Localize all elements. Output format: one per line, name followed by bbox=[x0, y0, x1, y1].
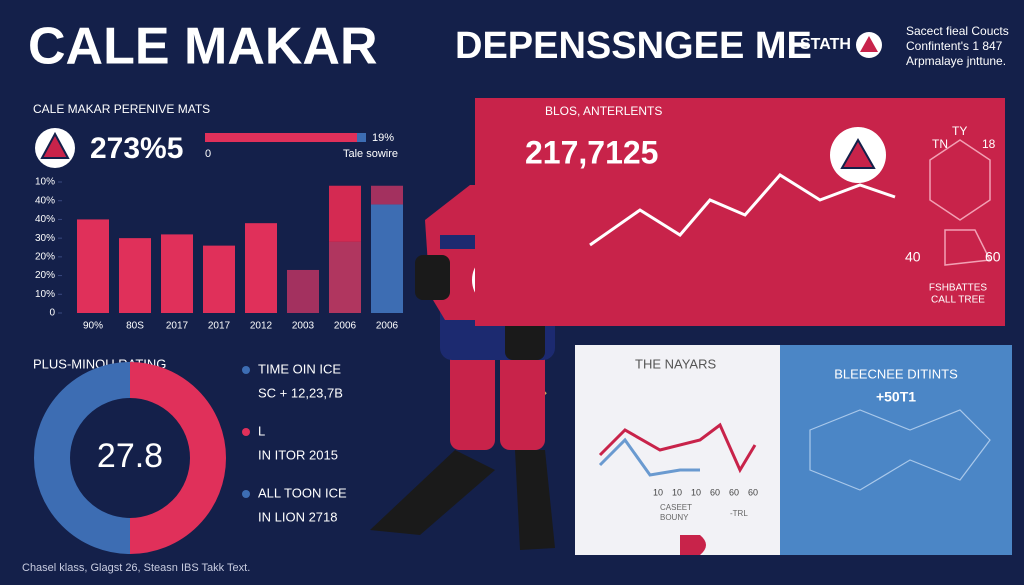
bar bbox=[203, 245, 235, 313]
x-label: 60 bbox=[729, 487, 739, 497]
bar bbox=[245, 223, 277, 313]
panel-title: CALE MAKAR PERENIVE MATS bbox=[33, 102, 210, 116]
x-label: 10 bbox=[691, 487, 701, 497]
header-note: Sacect fieal Coucts bbox=[906, 24, 1009, 38]
panel-title: BLOS, ANTERLENTS bbox=[545, 104, 662, 118]
shape: 27.8 bbox=[34, 362, 226, 554]
legend-dot bbox=[242, 366, 250, 374]
header-note: Confintent's 1 847 bbox=[906, 39, 1003, 53]
bar bbox=[77, 219, 109, 313]
title: CALE MAKAR bbox=[28, 18, 378, 76]
y-tick-label: 0 bbox=[49, 308, 55, 319]
logo-mark bbox=[860, 36, 878, 52]
legend-text: IN LION 2718 bbox=[258, 509, 338, 524]
highlight-value: 217,7125 bbox=[525, 134, 658, 170]
panel-label: TN bbox=[932, 137, 948, 151]
panel-note: -TRL bbox=[730, 509, 748, 518]
y-tick-label: 10% bbox=[35, 289, 55, 300]
panel-value: +50T1 bbox=[876, 389, 916, 405]
y-tick-label: 30% bbox=[35, 233, 55, 244]
x-label: 10 bbox=[653, 487, 663, 497]
x-tick-label: 2003 bbox=[292, 321, 315, 332]
panel-label: 40 bbox=[905, 249, 921, 265]
panel-label: TY bbox=[952, 124, 967, 138]
legend-text: SC + 12,23,7B bbox=[258, 385, 343, 400]
decoration bbox=[680, 535, 706, 555]
y-tick-label: 20% bbox=[35, 251, 55, 262]
legend-text: TIME OIN ICE bbox=[258, 361, 341, 376]
panel-note: CASEET bbox=[660, 503, 692, 512]
panel-title: BLEECNEE DITINTS bbox=[834, 366, 958, 381]
y-tick-label: 10% bbox=[35, 177, 55, 188]
y-tick-label: 20% bbox=[35, 270, 55, 281]
panel-label: 18 bbox=[982, 137, 996, 151]
subtitle: DEPENSSNGEE ME bbox=[455, 25, 812, 67]
skate bbox=[370, 450, 495, 535]
bar bbox=[119, 238, 151, 313]
donut-center-label: 27.8 bbox=[97, 437, 163, 475]
progress-end-label: 19% bbox=[372, 132, 394, 144]
legend-dot bbox=[242, 428, 250, 436]
decoration bbox=[809, 409, 991, 491]
defense-panel bbox=[780, 345, 1012, 555]
headline: 273%5 bbox=[90, 132, 183, 165]
x-tick-label: 80S bbox=[126, 321, 144, 332]
legend-text: ALL TOON ICE bbox=[258, 485, 347, 500]
panel-label: 60 bbox=[985, 249, 1001, 265]
header-note: Arpmalaye jnttune. bbox=[906, 54, 1006, 68]
y-tick-label: 40% bbox=[35, 214, 55, 225]
bar bbox=[287, 269, 319, 313]
bar bbox=[329, 241, 361, 313]
shape: TIME OIN ICE SC + 12,23,7B L IN ITOR 2015 AL… bbox=[242, 361, 347, 524]
x-tick-label: 2012 bbox=[250, 321, 273, 332]
legend-text: IN ITOR 2015 bbox=[258, 447, 338, 462]
progress-bar bbox=[205, 133, 357, 142]
x-label: 60 bbox=[710, 487, 720, 497]
skate bbox=[515, 450, 555, 550]
panel-title: THE NAYARS bbox=[635, 356, 716, 371]
panel-label: CALL TREE bbox=[931, 295, 985, 306]
mini-line bbox=[598, 437, 700, 477]
trend-line bbox=[589, 173, 896, 247]
shape: 0 10% 20% 20% 30% 40% 40% 10% 90% 80S 2017 2017 2012… bbox=[35, 177, 403, 332]
players-panel bbox=[575, 345, 780, 555]
donut-segment bbox=[34, 362, 131, 554]
progress-start-label: 0 bbox=[205, 148, 211, 160]
x-label: 60 bbox=[748, 487, 758, 497]
glove bbox=[505, 315, 545, 360]
legend-dot bbox=[242, 490, 250, 498]
x-tick-label: 2017 bbox=[166, 321, 189, 332]
glove bbox=[415, 255, 450, 300]
panel-note: BOUNY bbox=[660, 513, 689, 522]
bar bbox=[371, 185, 403, 205]
badge: STATH bbox=[800, 36, 851, 53]
y-tick-label: 40% bbox=[35, 195, 55, 206]
bar bbox=[371, 204, 403, 313]
panel-label: FSHBATTES bbox=[929, 283, 987, 294]
progress-caption: Tale sowire bbox=[343, 148, 398, 160]
progress-end bbox=[357, 133, 366, 142]
legend-text: L bbox=[258, 423, 265, 438]
x-label: 10 bbox=[672, 487, 682, 497]
mini-line bbox=[598, 422, 757, 474]
donut-segment bbox=[129, 362, 226, 554]
decoration bbox=[929, 139, 992, 266]
x-tick-label: 2006 bbox=[376, 321, 399, 332]
x-tick-label: 90% bbox=[83, 321, 103, 332]
bar bbox=[161, 234, 193, 313]
logo-mark bbox=[840, 137, 876, 169]
x-tick-label: 2017 bbox=[208, 321, 231, 332]
bar bbox=[329, 185, 361, 242]
x-tick-label: 2006 bbox=[334, 321, 357, 332]
logo-mark bbox=[40, 131, 70, 159]
footer: Chasel klass, Glagst 26, Steasn IBS Takk… bbox=[22, 562, 250, 574]
